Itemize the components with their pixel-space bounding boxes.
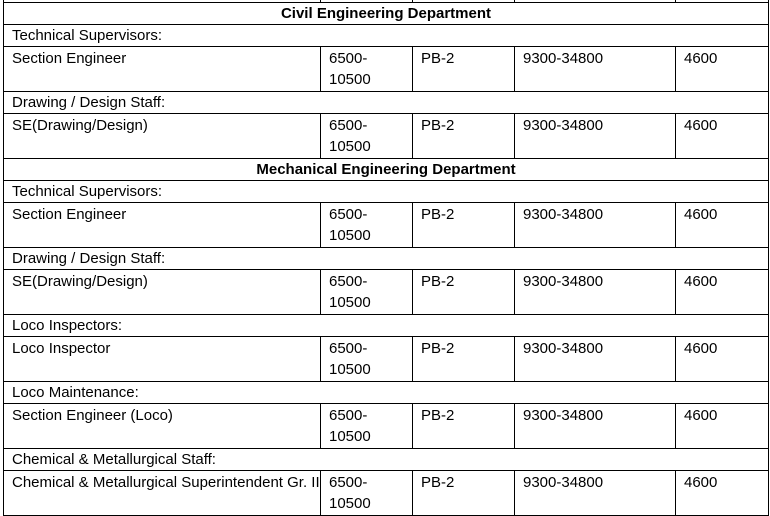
- pre-revised-scale-cell: 6500- 10500: [320, 113, 413, 159]
- designation-cell: SE(Drawing/Design): [3, 113, 321, 159]
- department-title: Mechanical Engineering Department: [3, 158, 769, 181]
- designation-cell: Section Engineer (Loco): [3, 403, 321, 449]
- pay-band-range-cell: 9300-34800: [514, 113, 676, 159]
- scale-line-1: 6500-: [329, 117, 368, 134]
- pre-revised-scale-cell: 6500- 10500: [320, 403, 413, 449]
- pay-band-cell: PB-2: [412, 470, 515, 516]
- pre-revised-scale-cell: 6500- 10500: [320, 336, 413, 382]
- pre-revised-scale-cell: 6500- 10500: [320, 470, 413, 516]
- table-row: SE(Drawing/Design) 6500- 10500 PB-2 9300-…: [3, 269, 769, 315]
- scale-line-2: 10500: [329, 138, 371, 155]
- group-label-row: Loco Maintenance:: [3, 381, 769, 404]
- group-label: Technical Supervisors:: [3, 24, 769, 47]
- pre-revised-scale-cell: 6500- 10500: [320, 46, 413, 92]
- grade-pay-cell: 4600: [675, 113, 769, 159]
- pre-revised-scale-cell: 6500- 10500: [320, 269, 413, 315]
- department-header-row: Mechanical Engineering Department: [3, 158, 769, 181]
- table-row: SE(Drawing/Design) 6500- 10500 PB-2 9300-…: [3, 113, 769, 159]
- scale-line-2: 10500: [329, 495, 371, 512]
- scale-line-1: 6500-: [329, 407, 368, 424]
- grade-pay-cell: 4600: [675, 269, 769, 315]
- designation-cell: Loco Inspector: [3, 336, 321, 382]
- group-label-row: Technical Supervisors:: [3, 180, 769, 203]
- group-label: Technical Supervisors:: [3, 180, 769, 203]
- pay-band-cell: PB-2: [412, 403, 515, 449]
- grade-pay-cell: 4600: [675, 336, 769, 382]
- designation-cell: Section Engineer: [3, 46, 321, 92]
- pay-scale-table: Civil Engineering Department Technical S…: [3, 0, 769, 516]
- table-row: Loco Inspector 6500- 10500 PB-2 9300-3480…: [3, 336, 769, 382]
- group-label-row: Drawing / Design Staff:: [3, 247, 769, 270]
- pay-band-cell: PB-2: [412, 269, 515, 315]
- scale-line-1: 6500-: [329, 340, 368, 357]
- scale-line-2: 10500: [329, 428, 371, 445]
- table-row: Section Engineer 6500- 10500 PB-2 9300-34…: [3, 46, 769, 92]
- department-header-row: Civil Engineering Department: [3, 2, 769, 25]
- pay-band-range-cell: 9300-34800: [514, 403, 676, 449]
- group-label: Drawing / Design Staff:: [3, 247, 769, 270]
- group-label-row: Chemical & Metallurgical Staff:: [3, 448, 769, 471]
- designation-cell: Chemical & Metallurgical Superintendent …: [3, 470, 321, 516]
- pay-band-cell: PB-2: [412, 336, 515, 382]
- scale-line-1: 6500-: [329, 206, 368, 223]
- group-label-row: Technical Supervisors:: [3, 24, 769, 47]
- pay-band-range-cell: 9300-34800: [514, 202, 676, 248]
- grade-pay-cell: 4600: [675, 202, 769, 248]
- table-row: Section Engineer 6500- 10500 PB-2 9300-34…: [3, 202, 769, 248]
- scale-line-1: 6500-: [329, 474, 368, 491]
- scale-line-1: 6500-: [329, 50, 368, 67]
- group-label: Drawing / Design Staff:: [3, 91, 769, 114]
- scale-line-1: 6500-: [329, 273, 368, 290]
- pay-band-range-cell: 9300-34800: [514, 470, 676, 516]
- grade-pay-cell: 4600: [675, 46, 769, 92]
- designation-cell: Section Engineer: [3, 202, 321, 248]
- scale-line-2: 10500: [329, 71, 371, 88]
- group-label: Loco Maintenance:: [3, 381, 769, 404]
- department-title: Civil Engineering Department: [3, 2, 769, 25]
- designation-cell: SE(Drawing/Design): [3, 269, 321, 315]
- pay-scale-table-container: Civil Engineering Department Technical S…: [3, 0, 769, 516]
- scale-line-2: 10500: [329, 294, 371, 311]
- pay-band-cell: PB-2: [412, 202, 515, 248]
- pay-band-cell: PB-2: [412, 113, 515, 159]
- table-row: Chemical & Metallurgical Superintendent …: [3, 470, 769, 516]
- grade-pay-cell: 4600: [675, 403, 769, 449]
- scale-line-2: 10500: [329, 361, 371, 378]
- group-label-row: Loco Inspectors:: [3, 314, 769, 337]
- group-label: Loco Inspectors:: [3, 314, 769, 337]
- table-row: Section Engineer (Loco) 6500- 10500 PB-2 …: [3, 403, 769, 449]
- pay-band-range-cell: 9300-34800: [514, 269, 676, 315]
- group-label: Chemical & Metallurgical Staff:: [3, 448, 769, 471]
- pre-revised-scale-cell: 6500- 10500: [320, 202, 413, 248]
- grade-pay-cell: 4600: [675, 470, 769, 516]
- pay-band-cell: PB-2: [412, 46, 515, 92]
- group-label-row: Drawing / Design Staff:: [3, 91, 769, 114]
- pay-band-range-cell: 9300-34800: [514, 336, 676, 382]
- scale-line-2: 10500: [329, 227, 371, 244]
- pay-band-range-cell: 9300-34800: [514, 46, 676, 92]
